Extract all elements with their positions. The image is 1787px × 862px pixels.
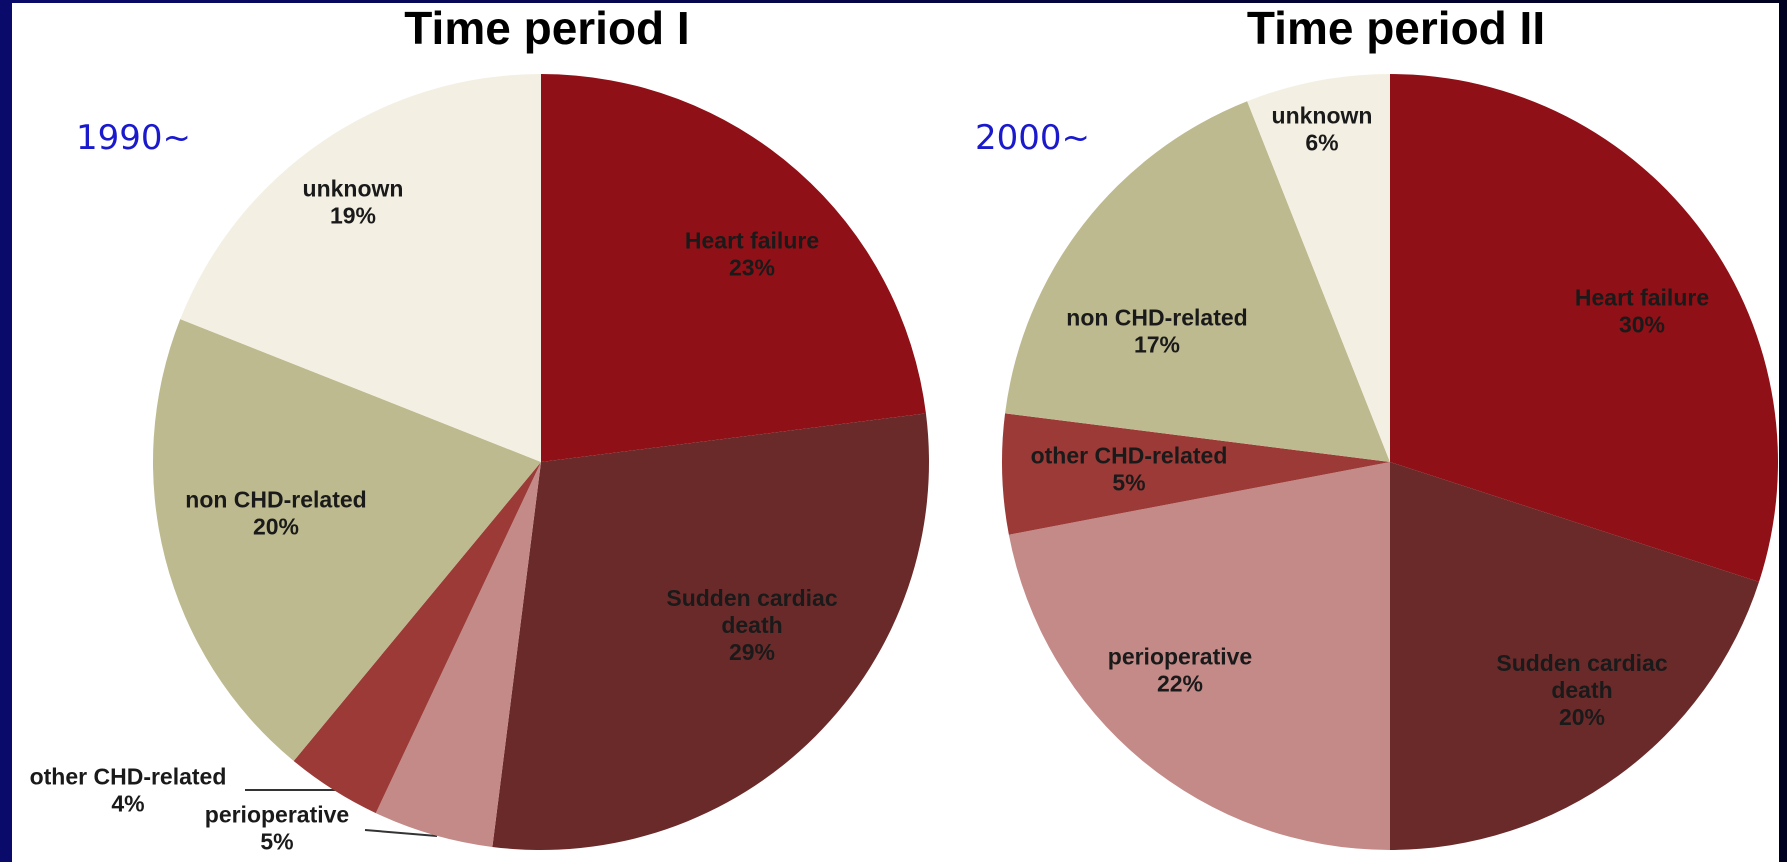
value-label: 4% <box>111 791 144 817</box>
pie-slice <box>375 462 541 847</box>
period-annotation: 1990~ <box>76 118 191 158</box>
slice-label: Heart failure <box>685 228 819 254</box>
value-label: 20% <box>1559 704 1605 730</box>
value-label: 5% <box>1112 470 1145 496</box>
slice-label: Sudden cardiac death <box>666 585 837 638</box>
value-label: 30% <box>1619 312 1665 338</box>
slice-label-line: death <box>1551 677 1612 703</box>
value-label: 5% <box>260 829 293 855</box>
value-label: 29% <box>729 639 775 665</box>
chart-title: Time period II <box>1247 2 1545 54</box>
slice-label: Sudden cardiac death <box>1496 650 1667 703</box>
value-label: 22% <box>1157 671 1203 697</box>
pie-slice <box>1390 74 1778 582</box>
slice-label: unknown <box>303 176 404 202</box>
slice-label: perioperative <box>1108 644 1252 670</box>
pie-slice <box>1002 413 1390 535</box>
pie-slice <box>293 462 541 814</box>
value-label: 23% <box>729 255 775 281</box>
slice-label: other CHD-related <box>1031 443 1228 469</box>
slice-label: unknown <box>1272 103 1373 129</box>
leader-line <box>364 829 438 837</box>
slice-label: non CHD-related <box>1066 305 1247 331</box>
pie-slice <box>492 413 929 850</box>
slice-label: other CHD-related <box>30 764 227 790</box>
slice-label-line: Sudden cardiac <box>666 585 837 611</box>
pie-slice <box>1390 462 1760 850</box>
chart-title: Time period I <box>404 2 689 54</box>
slice-label: perioperative <box>205 802 349 828</box>
slice-label-line: Sudden cardiac <box>1496 650 1667 676</box>
pie-slice <box>541 74 926 462</box>
pie-slice <box>1005 101 1390 462</box>
value-label: 20% <box>253 514 299 540</box>
slice-label-line: death <box>721 612 782 638</box>
pie-slice <box>1008 462 1390 850</box>
value-label: 19% <box>330 203 376 229</box>
value-label: 17% <box>1134 332 1180 358</box>
value-label: 6% <box>1305 130 1338 156</box>
slice-label: Heart failure <box>1575 285 1709 311</box>
pie-slice <box>1247 74 1390 462</box>
slice-label: non CHD-related <box>185 487 366 513</box>
period-annotation: 2000~ <box>975 118 1090 158</box>
pie-slice <box>180 74 542 462</box>
pie-slice <box>152 319 541 761</box>
